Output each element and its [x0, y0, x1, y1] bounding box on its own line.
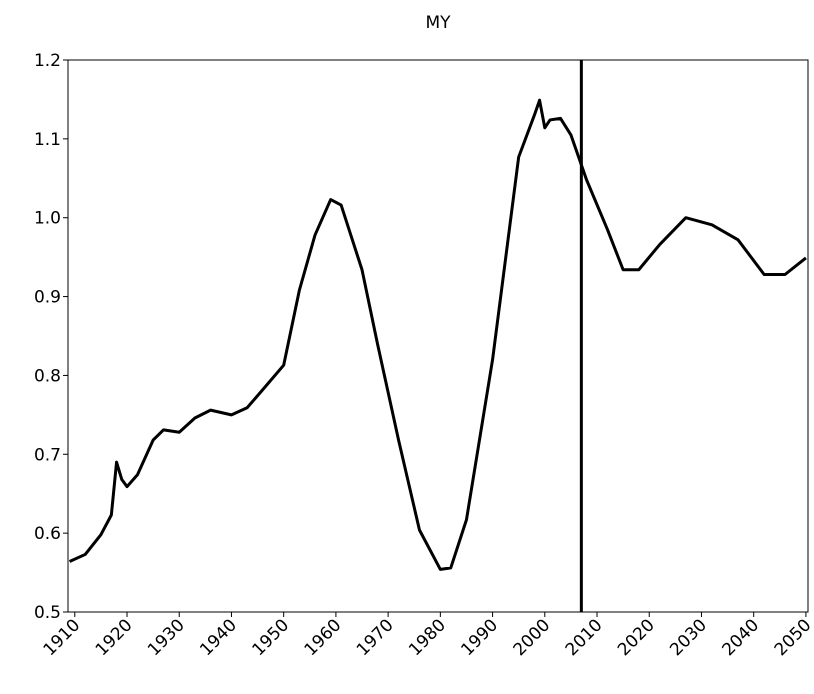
y-tick-label: 0.8 [34, 366, 61, 386]
y-tick-label: 0.9 [34, 288, 61, 308]
y-tick-label: 1.0 [34, 209, 61, 229]
x-tick-label: 2000 [510, 615, 555, 660]
x-tick-label: 2050 [771, 615, 814, 660]
y-tick-label: 0.6 [34, 524, 61, 544]
plot-frame [67, 59, 809, 613]
x-tick-label: 1950 [248, 615, 293, 660]
x-tick-label: 2020 [614, 615, 659, 660]
y-tick-label: 0.5 [34, 603, 61, 623]
x-tick-label: 1920 [92, 615, 137, 660]
x-tick-label: 1960 [301, 615, 346, 660]
chart-title: MY [425, 13, 451, 33]
y-tick-label: 1.2 [34, 51, 61, 71]
y-tick-label: 1.1 [34, 130, 61, 150]
data-line [68, 98, 807, 571]
y-tick-label: 0.7 [34, 445, 61, 465]
x-tick-label: 2030 [666, 615, 711, 660]
x-tick-label: 1990 [457, 615, 502, 660]
x-tick-label: 1970 [353, 615, 398, 660]
x-tick-label: 2010 [562, 615, 607, 660]
x-tick-label: 2040 [718, 615, 763, 660]
x-tick-label: 1930 [144, 615, 189, 660]
x-tick-label: 1940 [196, 615, 241, 660]
x-tick-label: 1980 [405, 615, 450, 660]
